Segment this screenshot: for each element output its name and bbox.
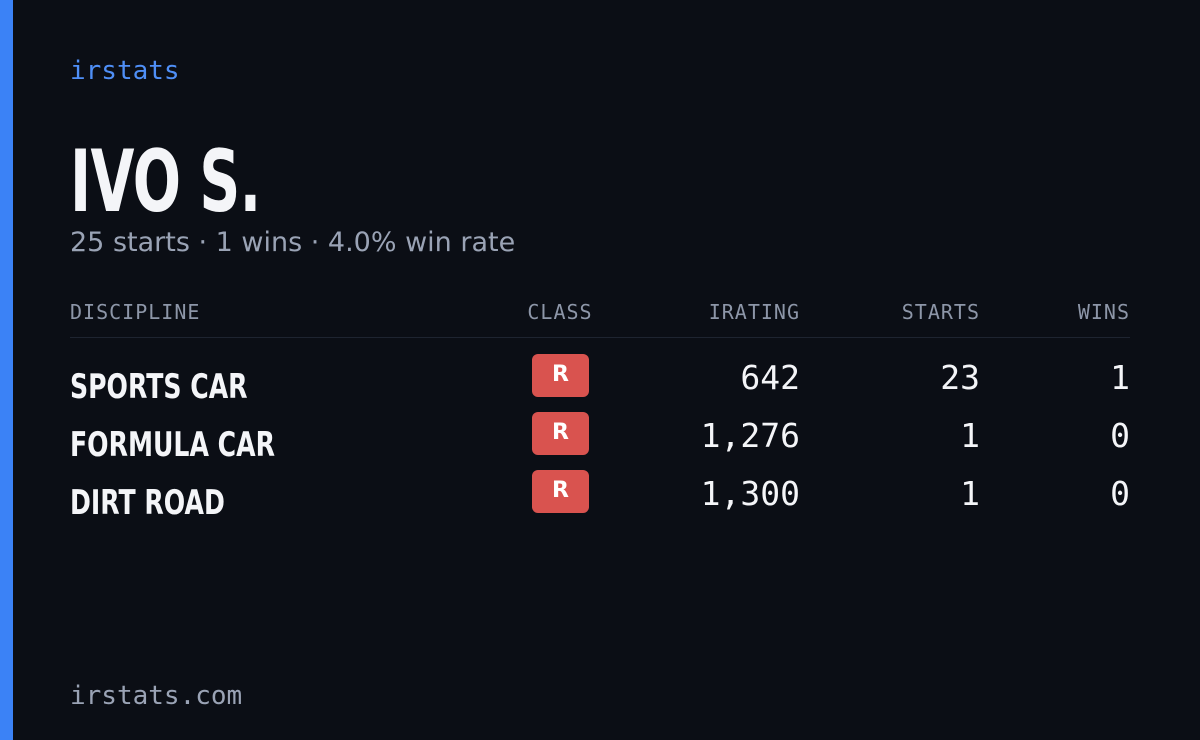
- accent-bar: [0, 0, 13, 740]
- divider: [70, 337, 1130, 338]
- discipline: DIRT ROAD: [70, 483, 225, 523]
- driver-summary: 25 starts · 1 wins · 4.0% win rate: [70, 227, 516, 258]
- wins: 0: [1110, 416, 1130, 455]
- irating: 642: [740, 358, 800, 397]
- footer: irstats.com: [70, 681, 243, 711]
- class-badge: R: [532, 354, 589, 397]
- column-header: CLASS: [527, 300, 593, 324]
- column-header: STARTS: [901, 300, 980, 324]
- column-header: DISCIPLINE: [70, 300, 201, 324]
- wins: 0: [1110, 474, 1130, 513]
- starts: 1: [960, 474, 980, 513]
- irating: 1,300: [700, 474, 800, 513]
- class-badge: R: [532, 470, 589, 513]
- column-header: IRATING: [708, 300, 800, 324]
- starts: 1: [960, 416, 980, 455]
- discipline: SPORTS CAR: [70, 367, 248, 407]
- discipline: FORMULA CAR: [70, 425, 275, 465]
- wins: 1: [1110, 358, 1130, 397]
- irating: 1,276: [700, 416, 800, 455]
- column-header: WINS: [1077, 300, 1130, 324]
- brand: irstats: [70, 56, 180, 86]
- class-badge: R: [532, 412, 589, 455]
- starts: 23: [940, 358, 980, 397]
- driver-name: IVO S.: [70, 132, 261, 232]
